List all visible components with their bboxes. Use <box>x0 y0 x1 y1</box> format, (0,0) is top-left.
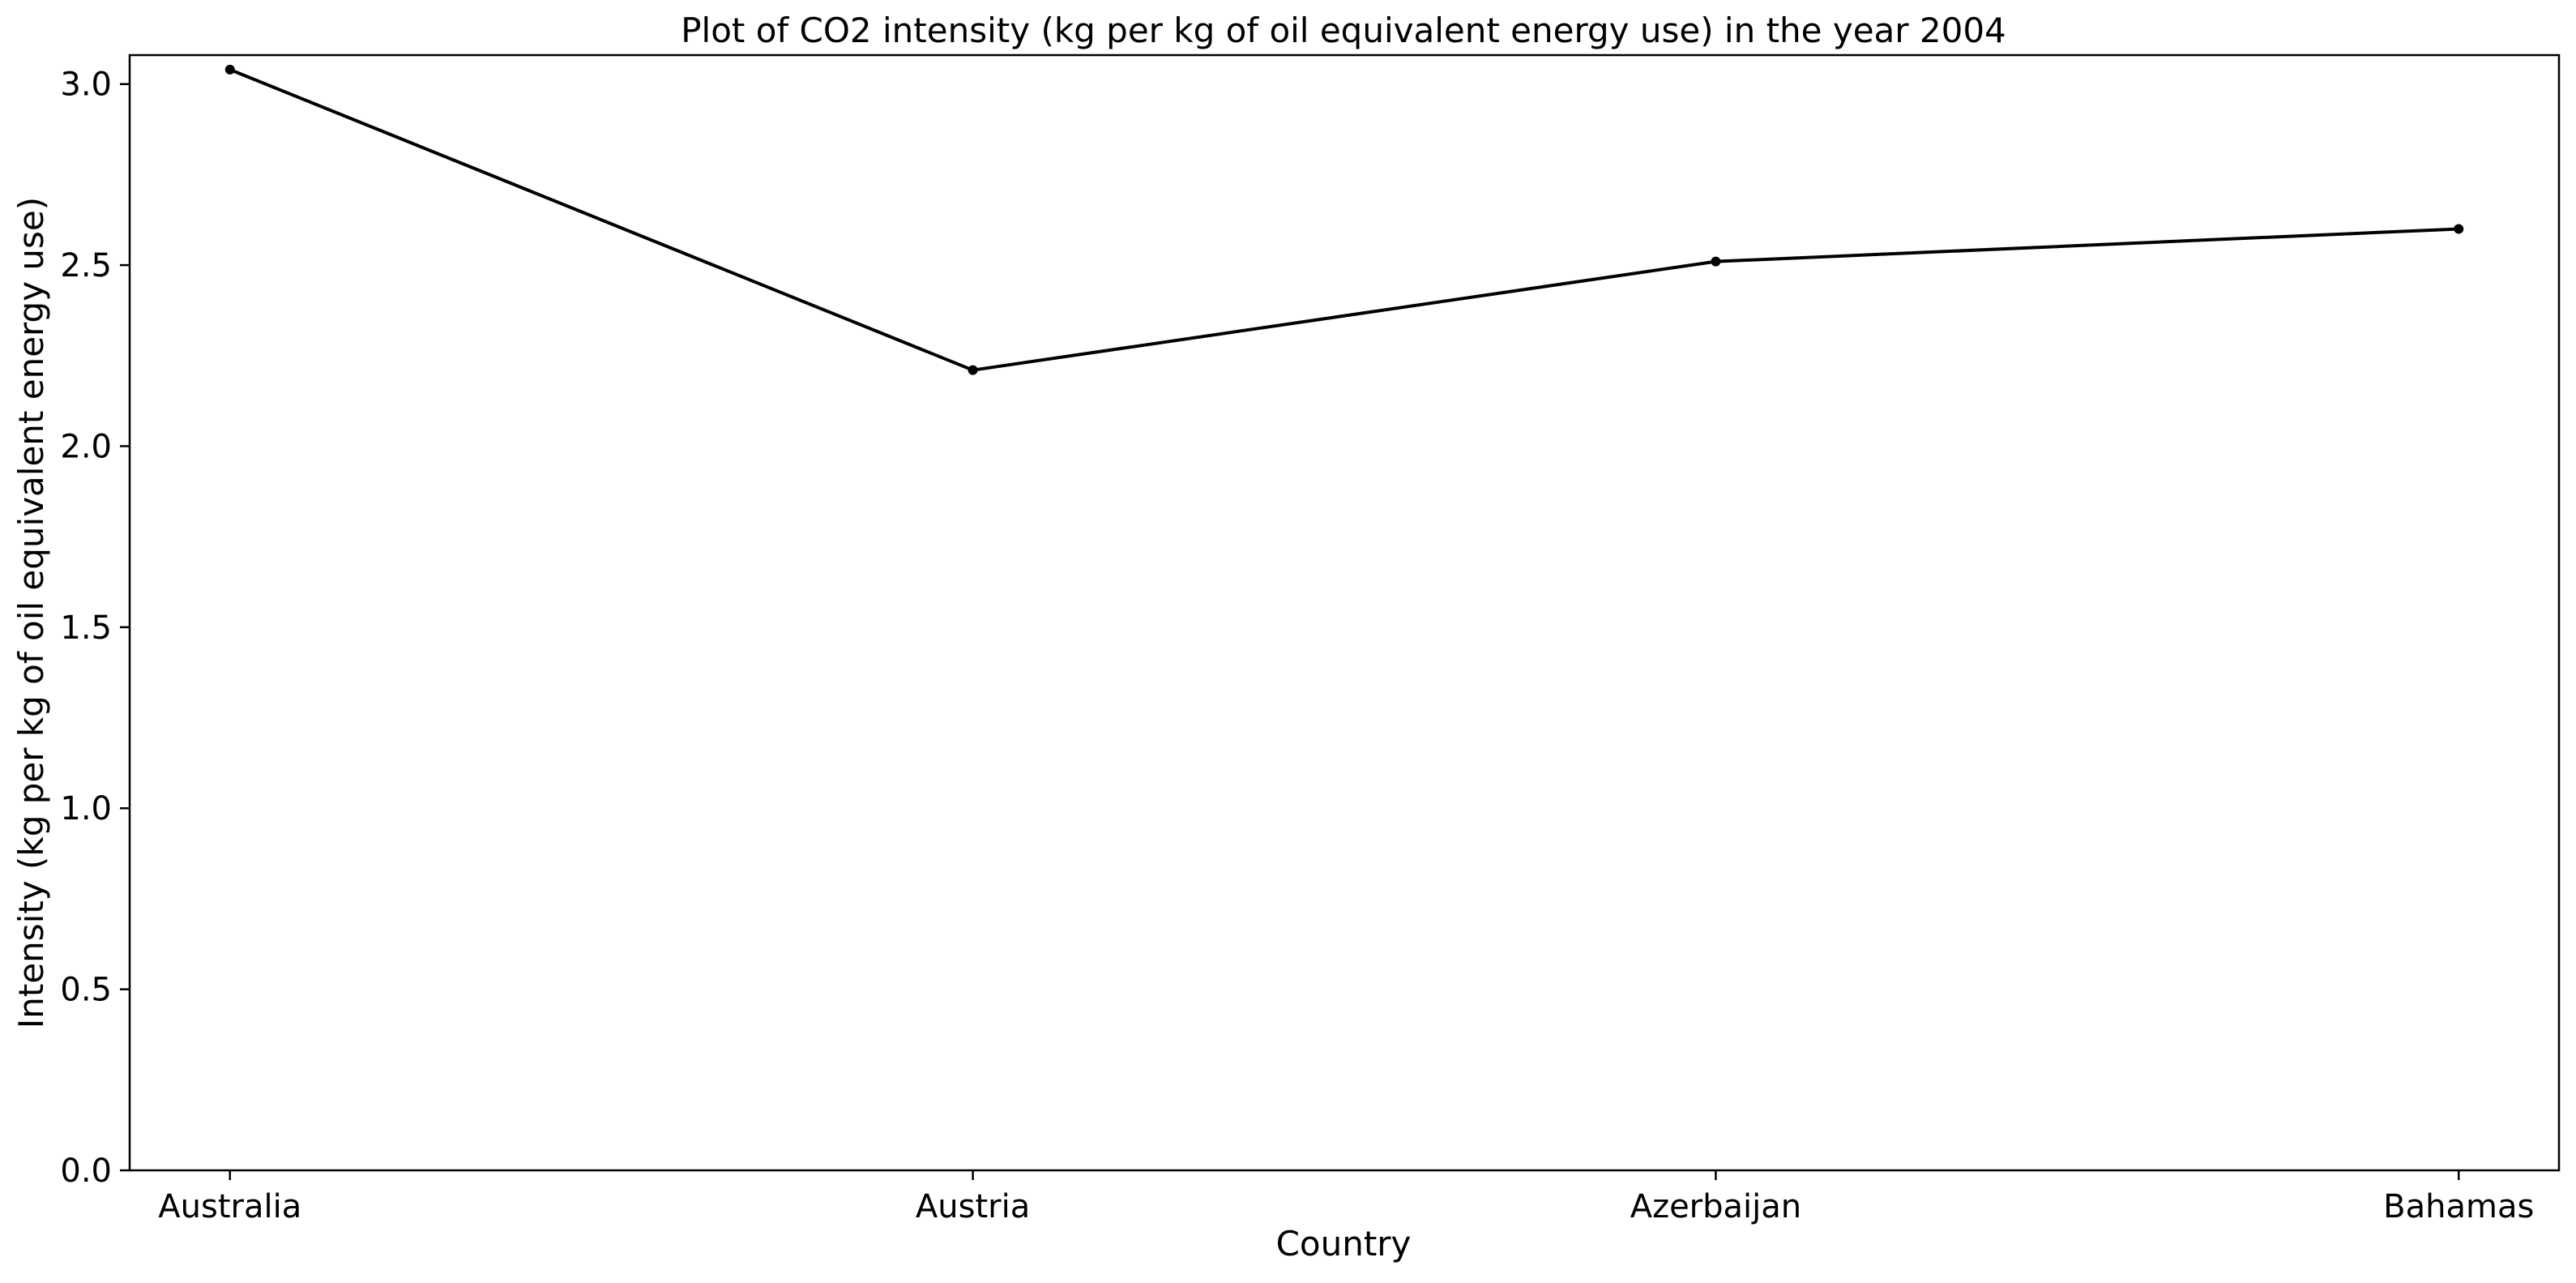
x-tick-label: Australia <box>158 1188 301 1225</box>
y-tick-label: 3.0 <box>60 66 112 104</box>
data-point <box>1711 256 1721 267</box>
y-tick-label: 1.0 <box>60 790 112 828</box>
y-axis-ticks: 0.0 0.5 1.0 1.5 2.0 2.5 3.0 <box>60 66 130 1190</box>
x-axis-label: Country <box>1276 1224 1412 1264</box>
x-axis-ticks: Australia Austria Azerbaijan Bahamas <box>158 1170 2534 1225</box>
x-tick-label: Azerbaijan <box>1630 1188 1801 1225</box>
y-tick-label: 2.0 <box>60 428 112 465</box>
data-point <box>224 64 235 75</box>
plot-area <box>128 53 2561 1172</box>
y-axis-label: Intensity (kg per kg of oil equivalent e… <box>11 197 51 1029</box>
chart-title: Plot of CO2 intensity (kg per kg of oil … <box>681 11 2006 50</box>
series-line <box>229 68 2459 372</box>
y-tick-label: 0.5 <box>60 972 112 1009</box>
y-tick-label: 0.0 <box>60 1153 112 1190</box>
data-point <box>2454 224 2464 234</box>
data-point <box>968 365 978 375</box>
x-tick-label: Bahamas <box>2383 1188 2534 1225</box>
x-tick-label: Austria <box>916 1188 1030 1225</box>
series-points <box>224 64 2464 375</box>
y-tick-label: 2.5 <box>60 247 112 284</box>
y-tick-label: 1.5 <box>60 609 112 647</box>
